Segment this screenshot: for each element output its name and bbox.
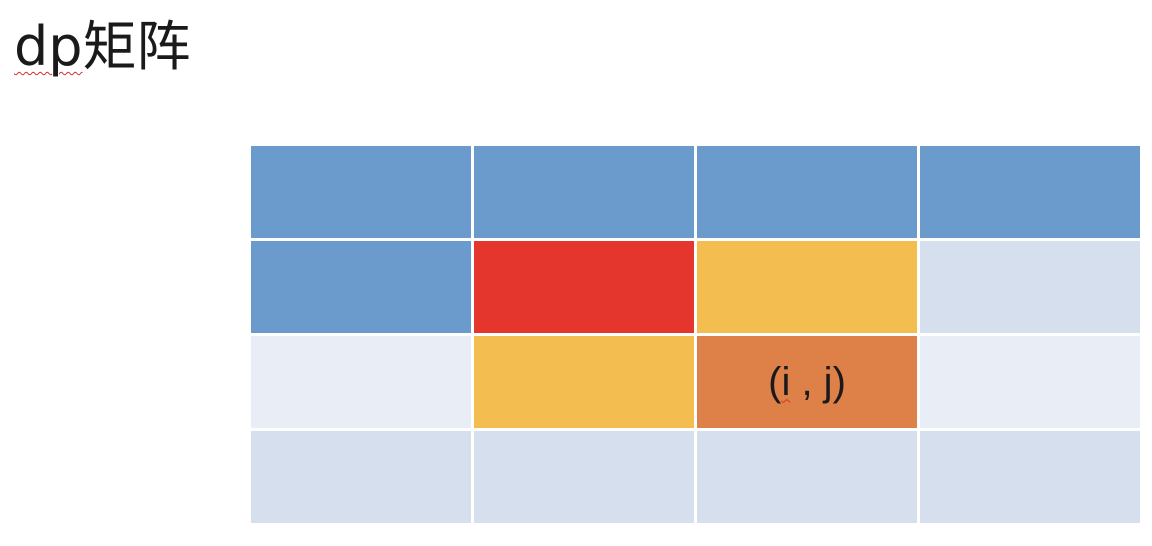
matrix-cell-r0-c1 bbox=[474, 146, 694, 238]
matrix-cell-r3-c1 bbox=[474, 431, 694, 523]
matrix-cell-r1-c2-top-dependency bbox=[697, 241, 917, 333]
target-cell-label: (i , j) bbox=[768, 360, 846, 405]
target-j: j bbox=[823, 359, 833, 404]
matrix-cell-r3-c3 bbox=[920, 431, 1140, 523]
matrix-cell-target-ij: (i , j) bbox=[697, 336, 917, 428]
matrix-cell-r3-c0 bbox=[251, 431, 471, 523]
target-i: i bbox=[781, 359, 791, 404]
matrix-cell-r2-c1-left-dependency bbox=[474, 336, 694, 428]
title-latin: dp bbox=[14, 15, 83, 78]
matrix-cell-r0-c3 bbox=[920, 146, 1140, 238]
target-separator: , bbox=[790, 359, 824, 404]
matrix-cell-r1-c3 bbox=[920, 241, 1140, 333]
title-cjk: 矩阵 bbox=[82, 15, 191, 78]
matrix-cell-r1-c0 bbox=[251, 241, 471, 333]
target-close-paren: ) bbox=[832, 359, 846, 404]
matrix-cell-r2-c3 bbox=[920, 336, 1140, 428]
matrix-cell-r0-c2 bbox=[697, 146, 917, 238]
target-open-paren: ( bbox=[768, 359, 782, 404]
matrix-cell-r1-c1-diagonal-dependency bbox=[474, 241, 694, 333]
dp-matrix: (i , j) bbox=[251, 146, 1140, 523]
matrix-cell-r0-c0 bbox=[251, 146, 471, 238]
matrix-cell-r2-c0 bbox=[251, 336, 471, 428]
page-title: dp矩阵 bbox=[14, 12, 191, 82]
matrix-cell-r3-c2 bbox=[697, 431, 917, 523]
